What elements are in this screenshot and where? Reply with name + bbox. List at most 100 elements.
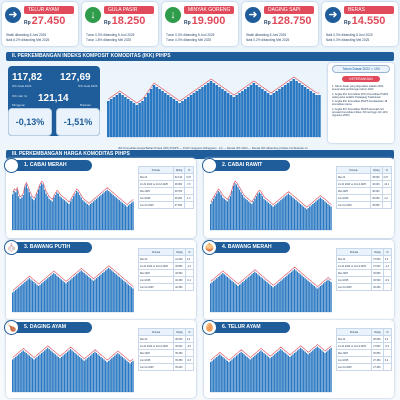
table-cell: 36.500 <box>370 187 383 195</box>
chart-bar <box>306 209 308 230</box>
chart-bar <box>318 95 321 137</box>
chart-bar <box>255 354 257 392</box>
chart-bar <box>169 97 173 137</box>
chart-bar <box>238 284 241 312</box>
table-cell: -1,3 <box>184 194 194 202</box>
chart-bar <box>79 271 81 312</box>
chart-bar <box>245 355 247 392</box>
change-monthly: Naik 0,3% dibanding Mei 2025 <box>326 38 370 42</box>
chart-bar <box>214 279 216 312</box>
chart-bar <box>309 206 311 230</box>
chart-bar <box>238 353 241 392</box>
chart-bar <box>278 89 281 137</box>
chart-bar <box>257 193 259 230</box>
panel-title: 🥚 6. TELUR AYAM <box>202 320 290 335</box>
table-cell: 40.850 <box>173 262 186 270</box>
chart-bar <box>74 353 76 392</box>
chart-bar <box>37 286 40 312</box>
chart-bar <box>249 275 251 312</box>
chart-bar <box>293 269 296 312</box>
chart-bar <box>37 189 40 230</box>
table-header-cell: Rp/kg <box>173 248 186 256</box>
chart-bar <box>249 85 253 137</box>
chart-bar <box>124 359 127 392</box>
currency-label: Rp <box>344 20 351 26</box>
chart-bar <box>252 273 254 312</box>
chart-bar <box>318 198 320 230</box>
chart-bar <box>223 198 225 230</box>
price-chart <box>12 345 134 393</box>
chart-bar <box>304 207 306 230</box>
table-cell: -0,1 <box>184 276 195 284</box>
chart-bar <box>312 350 314 392</box>
chart-bar <box>13 358 15 392</box>
commodity-icon: 🧅 <box>202 240 217 255</box>
chart-bar <box>229 360 232 392</box>
chart-bar <box>192 93 196 137</box>
change-daily: Turun 0,3% dibanding 8 Juni 2025 <box>86 33 135 37</box>
chart-bar <box>217 191 219 230</box>
table-header-cell: Rp/kg <box>172 166 186 174</box>
chart-bar <box>252 201 254 230</box>
table-cell: 21-31 2024 vs 10-14 2025 <box>335 342 373 350</box>
change-monthly: Turun 1,8% dibanding Mei 2025 <box>86 38 132 42</box>
chart-bar <box>246 200 248 230</box>
chart-bar <box>91 354 93 392</box>
chart-bar <box>132 201 134 230</box>
chart-bar <box>129 101 133 137</box>
chart-bar <box>44 189 46 230</box>
chart-bar <box>36 356 38 392</box>
chart-bar <box>225 200 227 230</box>
chart-bar <box>235 95 238 137</box>
chart-bar <box>275 284 277 312</box>
chart-bar <box>280 349 282 392</box>
chart-bar <box>216 356 218 392</box>
chart-bar <box>121 95 124 137</box>
chart-trend-line <box>12 345 134 362</box>
table-cell: Mei 2025 <box>137 269 175 277</box>
chart-bar <box>92 201 95 230</box>
chart-bar <box>107 101 110 137</box>
chart-bar <box>129 286 131 312</box>
chart-bar <box>324 201 326 230</box>
chart-bar <box>315 201 317 230</box>
price-chart <box>210 266 332 313</box>
chart-bar <box>296 271 299 312</box>
table-header-cell: % <box>184 248 195 256</box>
chart-bar <box>245 198 247 230</box>
chart-bar <box>30 279 32 312</box>
chart-bar <box>91 202 93 230</box>
table-cell: Mei 24 <box>335 255 373 263</box>
chart-bar <box>18 196 20 230</box>
table-cell: -0,3 <box>184 356 195 364</box>
chart-bar <box>283 351 285 392</box>
chart-bar <box>281 279 283 312</box>
chart-bar <box>51 351 53 392</box>
chart-bar <box>234 183 236 230</box>
chart-bar <box>269 284 271 312</box>
chart-bar <box>198 89 201 137</box>
chart-bar <box>238 93 241 137</box>
chart-bar <box>86 275 88 312</box>
chart-bar <box>328 280 331 312</box>
chart-bar <box>219 275 221 312</box>
chart-bar <box>215 85 218 137</box>
chart-bar <box>63 354 66 392</box>
chart-bar <box>109 359 111 392</box>
table-header: Periode Rp/kg% <box>335 248 393 256</box>
chart-bar <box>50 200 52 230</box>
chart-bar <box>112 194 114 230</box>
table-cell: Juni Ini 2025 <box>335 283 373 291</box>
chart-bar <box>42 351 44 392</box>
chart-bar <box>303 350 305 392</box>
chart-bar <box>214 358 216 392</box>
table-row: Juni 2025 36.500 -0,9 <box>335 276 393 284</box>
panel-title: 🍗 5. DAGING AYAM <box>4 320 92 335</box>
currency-label: Rp <box>104 20 111 26</box>
chart-bar <box>42 282 44 312</box>
notes-list: 1. Tahun dasar yang digunakan adalah 202… <box>332 85 390 119</box>
chart-bar <box>255 196 257 230</box>
price-table: Periode Rp/kg% Mei 24 41.250 0,4 21-31 2024 v… <box>137 248 195 291</box>
chart-bar <box>249 202 251 230</box>
chart-bar <box>223 358 225 392</box>
